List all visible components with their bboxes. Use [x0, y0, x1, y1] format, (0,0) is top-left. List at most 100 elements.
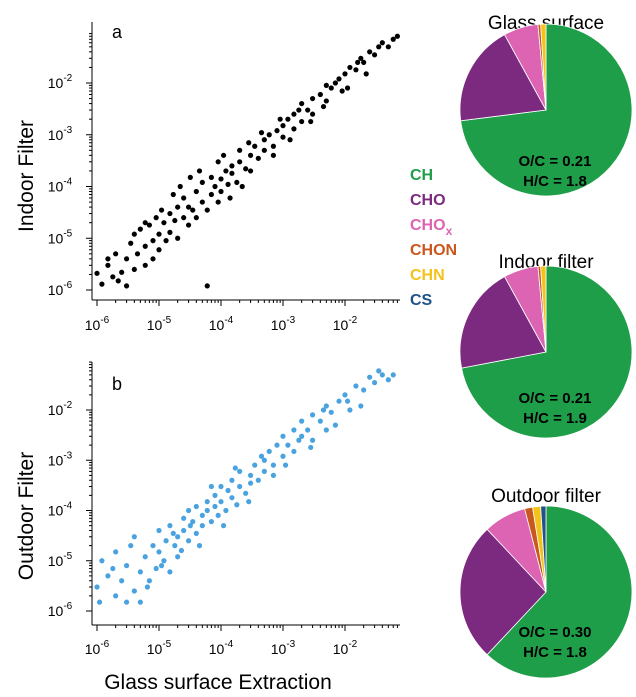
a-data-point [170, 191, 176, 198]
b-data-point [178, 547, 185, 554]
pie-glass-surface-hc: H/C = 1.8 [523, 173, 587, 190]
a-data-point [134, 251, 141, 257]
a-data-point [161, 220, 167, 226]
b-data-point [291, 427, 297, 433]
a-data-point [220, 152, 227, 158]
b-data-point [274, 442, 280, 448]
b-data-point [342, 392, 348, 398]
a-data-point [379, 40, 385, 46]
b-data-point [167, 523, 173, 529]
b-x-tick-label: 10-6 [85, 639, 110, 657]
b-data-point [167, 569, 173, 575]
pie-slice-cho [459, 528, 547, 656]
a-data-point [280, 123, 286, 129]
b-data-point [367, 374, 373, 380]
b-x-tick-label: 10-4 [209, 639, 234, 657]
a-data-point [181, 195, 187, 201]
b-data-point [128, 543, 134, 549]
a-data-point [128, 240, 134, 246]
a-data-point [142, 262, 148, 268]
b-data-point [261, 468, 267, 474]
b-data-point [181, 515, 187, 521]
b-data-point [218, 499, 224, 505]
b-data-point [320, 407, 327, 413]
a-data-point [308, 118, 314, 125]
b-data-point [252, 462, 258, 468]
a-data-point [296, 107, 302, 113]
pie-outdoor-filter-title: Outdoor filter [491, 486, 601, 507]
panel-b-ylabel: Outdoor Filter [15, 452, 38, 580]
pie-slice-chn [540, 265, 547, 353]
a-data-point [115, 278, 121, 284]
a-data-point [150, 256, 156, 262]
a-data-point [215, 199, 221, 205]
a-data-point [385, 44, 391, 50]
b-y-tick-label: 10-6 [48, 601, 73, 619]
pie-slice-cho [459, 34, 547, 122]
b-data-point [358, 403, 364, 409]
b-data-point [247, 480, 254, 486]
panel-b-x-ticks: 10-6 10-5 10-4 10-3 10-2 [85, 625, 398, 657]
a-data-point [158, 207, 165, 213]
b-data-point [308, 444, 314, 451]
a-data-point [187, 174, 193, 180]
b-data-point [332, 422, 338, 428]
b-data-point [212, 492, 218, 498]
a-data-point [123, 283, 130, 289]
b-data-point [371, 380, 378, 386]
a-x-tick-label: 10-2 [333, 315, 358, 333]
b-data-point [309, 412, 316, 418]
a-data-point [280, 134, 286, 140]
a-y-tick-label: 10-6 [48, 280, 73, 298]
b-data-point [229, 495, 235, 501]
b-data-point [204, 499, 210, 505]
a-data-point [131, 266, 137, 273]
pie-indoor-filter-oc: O/C = 0.21 [519, 390, 592, 407]
a-data-point [185, 222, 192, 228]
b-data-point [218, 483, 224, 490]
a-data-point [94, 270, 100, 276]
a-data-point [99, 281, 105, 287]
pie-slice-cs [540, 505, 547, 593]
a-data-point [309, 111, 316, 117]
a-data-point [212, 183, 218, 190]
b-data-point [215, 512, 221, 518]
scatter-panel-a: a Indoor Filter 10-6 10-5 10-4 10-3 10-2 10-… [15, 22, 400, 333]
b-data-point [255, 477, 261, 483]
a-data-point [175, 235, 181, 241]
a-data-point [215, 159, 221, 165]
b-y-tick-label: 10-3 [48, 450, 73, 468]
legend-item: CH [410, 167, 433, 184]
a-data-point [363, 71, 369, 77]
a-data-point [163, 238, 169, 244]
a-y-tick-label: 10-4 [48, 177, 73, 195]
b-data-point [146, 578, 152, 584]
a-data-point [266, 132, 272, 138]
a-data-point [309, 95, 316, 102]
legend-item: CHN [410, 267, 445, 284]
b-data-point [344, 398, 351, 404]
a-data-point [142, 220, 148, 226]
pie-indoor-filter-title: Indoor filter [498, 252, 594, 273]
b-data-point [376, 368, 382, 374]
a-data-point [204, 207, 210, 213]
a-y-tick-label: 10-5 [48, 228, 73, 246]
b-data-point [175, 534, 181, 540]
a-data-point [323, 98, 329, 104]
a-data-point [361, 59, 367, 66]
a-data-point [239, 183, 245, 190]
a-x-tick-label: 10-4 [209, 315, 234, 333]
a-data-point [196, 168, 203, 174]
b-data-point [142, 554, 148, 560]
pie-slice-ch [461, 265, 633, 439]
b-data-point [237, 468, 243, 474]
b-data-point [161, 558, 167, 564]
pie-outdoor-filter: Outdoor filter O/C = 0.30 H/C = 1.8 [459, 486, 633, 679]
b-data-point [105, 573, 111, 579]
b-data-point [317, 418, 323, 424]
panel-b-points [94, 368, 396, 605]
a-data-point [218, 188, 224, 195]
a-data-point [167, 210, 173, 217]
a-data-point [208, 191, 214, 198]
b-data-point [237, 483, 243, 490]
